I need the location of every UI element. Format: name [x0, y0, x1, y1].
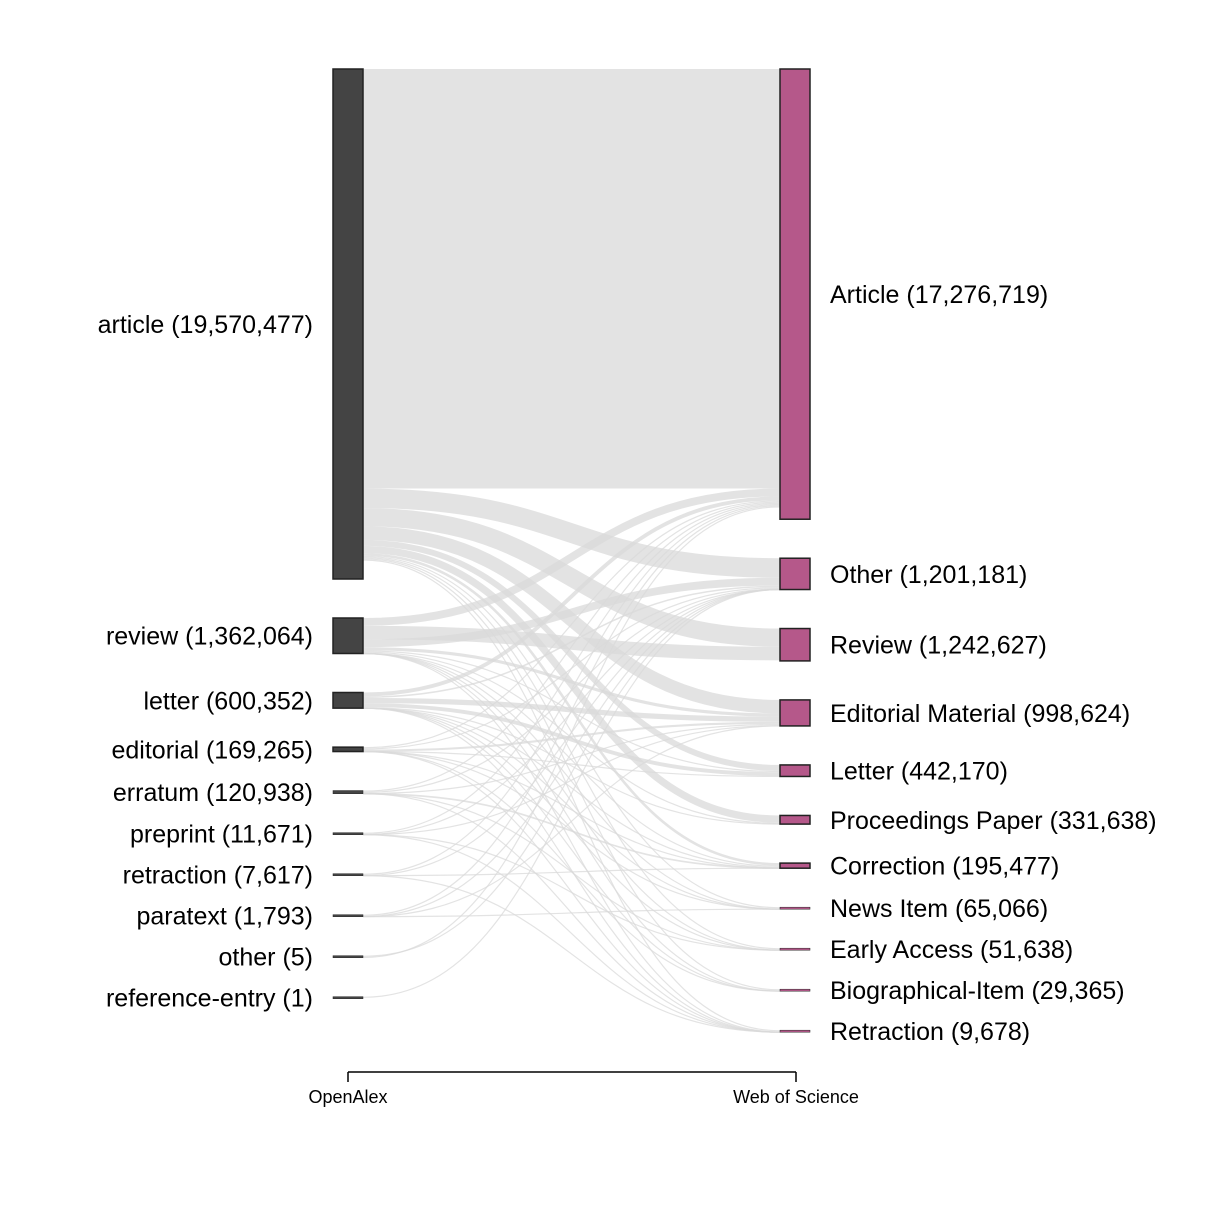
openalex-label-reference-entry: reference-entry (1): [106, 985, 313, 1013]
axis-label-openalex: OpenAlex: [308, 1087, 387, 1107]
openalex-node-reference-entry: [332, 996, 364, 999]
sankey-link: [362, 707, 781, 992]
sankey-link: [362, 703, 781, 777]
openalex-label-retraction: retraction (7,617): [123, 862, 313, 890]
sankey-link: [362, 577, 781, 648]
wos-label-early-access: Early Access (51,638): [830, 936, 1073, 964]
sankey-link: [362, 588, 781, 918]
wos-node-news-item: [779, 906, 811, 910]
sankey-link: [362, 707, 781, 1033]
sankey-link: [362, 652, 781, 992]
sankey-link: [362, 725, 781, 836]
openalex-node-retraction: [332, 873, 364, 876]
sankey-link: [362, 750, 781, 778]
sankey-link: [362, 559, 781, 1032]
sankey-link: [362, 652, 781, 1033]
sankey-link: [362, 505, 781, 916]
sankey-link: [362, 834, 781, 951]
wos-label-retraction: Retraction (9,678): [830, 1018, 1030, 1046]
sankey-link: [362, 496, 781, 697]
axis-label-web-of-science: Web of Science: [733, 1087, 859, 1107]
openalex-label-erratum: erratum (120,938): [113, 779, 313, 807]
sankey-link: [362, 588, 781, 836]
openalex-label-article: article (19,570,477): [98, 311, 313, 339]
wos-label-letter: Letter (442,170): [830, 758, 1008, 786]
sankey-link: [362, 588, 781, 998]
sankey-link: [362, 488, 781, 578]
sankey-link: [362, 488, 781, 626]
sankey-link: [362, 652, 781, 951]
wos-label-proceedings-paper: Proceedings Paper (331,638): [830, 807, 1157, 835]
wos-node-letter: [779, 764, 811, 778]
sankey-link: [362, 707, 781, 869]
sankey-link: [362, 647, 781, 717]
sankey-link: [362, 723, 781, 795]
wos-label-correction: Correction (195,477): [830, 853, 1059, 881]
sankey-link: [362, 725, 781, 918]
sankey-link: [362, 558, 781, 991]
openalex-node-editorial: [332, 746, 364, 753]
openalex-label-editorial: editorial (169,265): [111, 736, 313, 764]
sankey-link: [362, 508, 781, 647]
sankey-links: [362, 68, 781, 1033]
sankey-link: [362, 707, 781, 951]
wos-node-biographical-item: [779, 988, 811, 992]
sankey-link: [362, 506, 781, 959]
wos-label-review: Review (1,242,627): [830, 632, 1047, 660]
wos-node-editorial-material: [779, 699, 811, 727]
openalex-label-letter: letter (600,352): [143, 687, 313, 715]
sankey-link: [362, 526, 781, 714]
sankey-link: [362, 707, 781, 910]
sankey-link: [362, 908, 781, 918]
wos-label-biographical-item: Biographical-Item (29,365): [830, 977, 1125, 1005]
sankey-link: [362, 625, 781, 661]
sankey-link: [362, 707, 781, 825]
wos-label-news-item: News Item (65,066): [830, 895, 1048, 923]
sankey-link: [362, 501, 781, 792]
openalex-label-preprint: preprint (11,671): [130, 821, 313, 849]
sankey-link: [362, 652, 781, 867]
wos-label-editorial-material: Editorial Material (998,624): [830, 700, 1130, 728]
openalex-node-erratum: [332, 790, 364, 794]
wos-node-retraction: [779, 1029, 811, 1033]
sankey-link: [362, 721, 781, 752]
wos-node-other: [779, 557, 811, 591]
sankey-link: [362, 500, 781, 749]
openalex-node-letter: [332, 691, 364, 709]
wos-label-article: Article (17,276,719): [830, 281, 1048, 309]
openalex-node-paratext: [332, 914, 364, 917]
openalex-label-paratext: paratext (1,793): [137, 903, 314, 931]
openalex-label-other: other (5): [219, 944, 313, 972]
sankey-link: [362, 539, 781, 771]
sankey-link: [362, 585, 781, 698]
sankey-link: [362, 792, 781, 870]
sankey-link: [362, 588, 781, 957]
left-nodes: article (19,570,477) review (1,362,064) le…: [98, 68, 364, 1013]
sankey-link: [362, 545, 781, 823]
wos-node-early-access: [779, 947, 811, 951]
sankey-link: [362, 652, 781, 910]
wos-node-review: [779, 627, 811, 662]
wos-node-proceedings-paper: [779, 814, 811, 825]
sankey-link: [362, 503, 781, 875]
source-axis: OpenAlex Web of Science: [308, 1071, 859, 1107]
right-nodes: Article (17,276,719) Other (1,201,181) Rev…: [779, 68, 1157, 1046]
sankey-link: [362, 588, 781, 793]
openalex-node-other: [332, 955, 364, 958]
wos-node-article: [779, 68, 811, 520]
wos-label-other: Other (1,201,181): [830, 561, 1027, 589]
openalex-label-review: review (1,362,064): [106, 623, 313, 651]
sankey-link: [362, 834, 781, 1033]
sankey-link: [362, 875, 781, 1033]
sankey-link: [362, 867, 781, 877]
wos-node-correction: [779, 862, 811, 869]
openalex-node-article: [332, 68, 364, 580]
sankey-link: [362, 502, 781, 834]
sankey-link: [362, 750, 781, 869]
openalex-node-review: [332, 617, 364, 655]
openalex-node-preprint: [332, 832, 364, 835]
